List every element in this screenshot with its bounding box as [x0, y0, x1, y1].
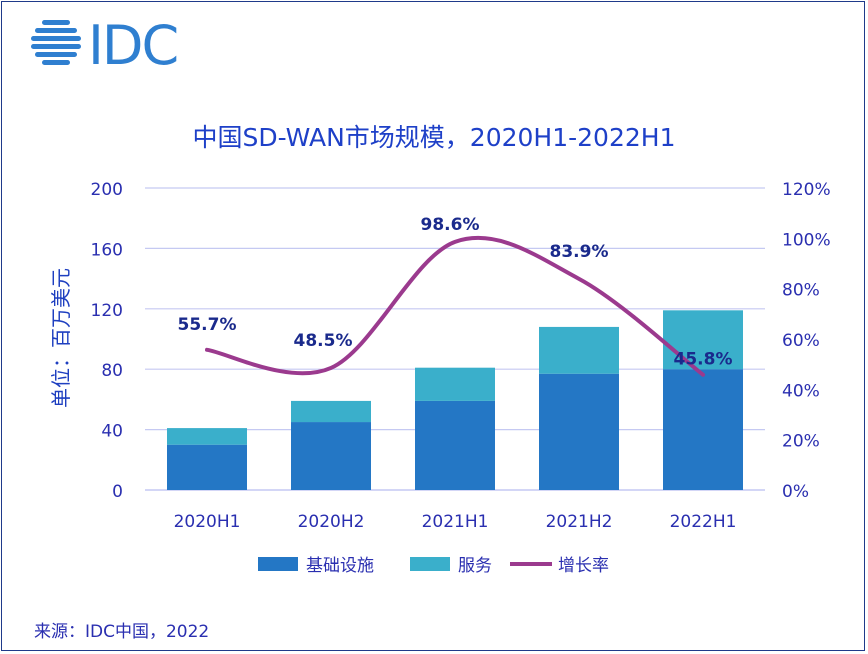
growth-line: 55.7% 48.5% 98.6% 83.9% 45.8%: [178, 215, 733, 377]
y-tick-label: 120: [91, 301, 123, 321]
bar-services: [539, 326, 619, 374]
y2-tick-label: 80%: [782, 281, 820, 301]
legend: 基础设施 服务 增长率: [258, 556, 609, 576]
bar-services: [663, 310, 743, 370]
y-axis-left: 0 40 80 120 160 200: [91, 180, 123, 502]
legend-infrastructure: 基础设施: [258, 556, 374, 576]
y2-tick-label: 40%: [782, 381, 820, 401]
growth-data-label: 55.7%: [178, 315, 237, 335]
legend-growth-label: 增长率: [558, 556, 609, 576]
legend-services-label: 服务: [458, 556, 492, 576]
bar-services: [167, 428, 247, 445]
y-tick-label: 80: [101, 361, 123, 381]
y-tick-label: 0: [112, 482, 123, 502]
growth-data-label: 45.8%: [674, 350, 733, 370]
legend-infrastructure-label: 基础设施: [306, 556, 374, 576]
x-tick-label: 2022H1: [670, 512, 737, 532]
growth-data-label: 83.9%: [550, 242, 609, 262]
chart-title: 中国SD-WAN市场规模，2020H1-2022H1: [192, 123, 676, 152]
bar-services: [291, 400, 371, 423]
y2-tick-label: 60%: [782, 331, 820, 351]
idc-logo-text: IDC: [88, 14, 179, 77]
bar-infrastructure: [167, 444, 247, 490]
x-tick-label: 2020H2: [298, 512, 365, 532]
y2-tick-label: 20%: [782, 432, 820, 452]
y-tick-label: 160: [91, 240, 123, 260]
y-tick-label: 40: [101, 422, 123, 442]
y2-tick-label: 100%: [782, 230, 831, 250]
growth-data-label: 98.6%: [421, 215, 480, 235]
y-tick-label: 200: [91, 180, 123, 200]
bar-infrastructure: [539, 373, 619, 490]
bar-infrastructure: [663, 369, 743, 490]
growth-line-path: [205, 235, 705, 377]
legend-infrastructure-swatch: [258, 557, 298, 571]
growth-data-label: 48.5%: [294, 331, 353, 351]
bar-infrastructure: [415, 400, 495, 490]
idc-globe-icon: [31, 20, 81, 65]
y2-tick-label: 0%: [782, 482, 809, 502]
bar-infrastructure: [291, 422, 371, 490]
bars: [167, 310, 743, 490]
gridlines: [145, 187, 765, 491]
y-axis-label: 单位：百万美元: [49, 268, 73, 408]
x-tick-label: 2021H2: [546, 512, 613, 532]
legend-growth: 增长率: [510, 556, 609, 576]
y2-tick-label: 120%: [782, 180, 831, 200]
x-tick-label: 2020H1: [174, 512, 241, 532]
source-note: 来源：IDC中国，2022: [34, 622, 210, 642]
y-axis-right: 0% 20% 40% 60% 80% 100% 120%: [782, 180, 831, 502]
legend-services-swatch: [410, 557, 450, 571]
x-axis: 2020H1 2020H2 2021H1 2021H2 2022H1: [174, 512, 737, 532]
bar-services: [415, 367, 495, 401]
x-tick-label: 2021H1: [422, 512, 489, 532]
legend-services: 服务: [410, 556, 492, 576]
